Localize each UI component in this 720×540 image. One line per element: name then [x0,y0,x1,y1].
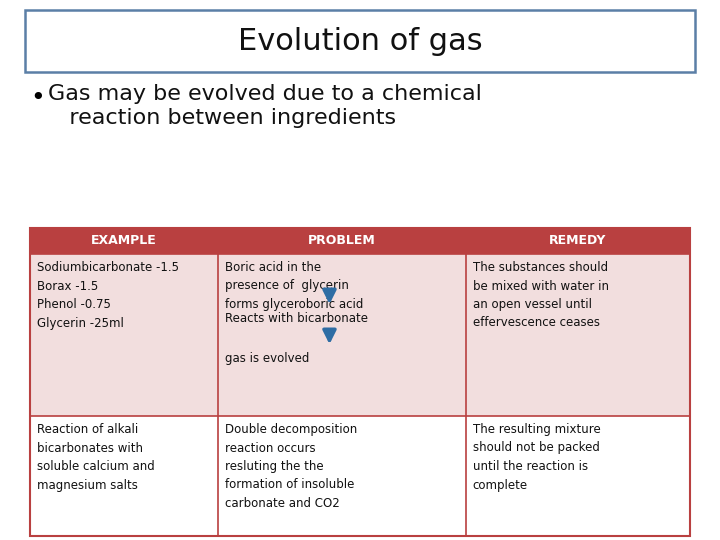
Text: Reacts with bicarbonate: Reacts with bicarbonate [225,312,368,325]
Text: •: • [30,86,45,110]
Text: Gas may be evolved due to a chemical: Gas may be evolved due to a chemical [48,84,482,104]
Text: EXAMPLE: EXAMPLE [91,234,157,247]
Text: Double decomposition
reaction occurs
resluting the the
formation of insoluble
ca: Double decomposition reaction occurs res… [225,423,357,510]
Text: The substances should
be mixed with water in
an open vessel until
effervescence : The substances should be mixed with wate… [472,261,608,329]
Text: reaction between ingredients: reaction between ingredients [48,108,396,128]
Text: PROBLEM: PROBLEM [308,234,376,247]
FancyBboxPatch shape [30,228,690,254]
Text: Evolution of gas: Evolution of gas [238,26,482,56]
FancyBboxPatch shape [30,416,690,536]
Text: Boric acid in the
presence of  glycerin
forms glyceroboric acid: Boric acid in the presence of glycerin f… [225,261,364,311]
FancyBboxPatch shape [25,10,695,72]
Text: Reaction of alkali
bicarbonates with
soluble calcium and
magnesium salts: Reaction of alkali bicarbonates with sol… [37,423,155,491]
Text: REMEDY: REMEDY [549,234,606,247]
Text: gas is evolved: gas is evolved [225,352,310,365]
FancyBboxPatch shape [30,254,690,416]
Text: The resulting mixture
should not be packed
until the reaction is
complete: The resulting mixture should not be pack… [472,423,600,491]
Text: Sodiumbicarbonate -1.5
Borax -1.5
Phenol -0.75
Glycerin -25ml: Sodiumbicarbonate -1.5 Borax -1.5 Phenol… [37,261,179,329]
